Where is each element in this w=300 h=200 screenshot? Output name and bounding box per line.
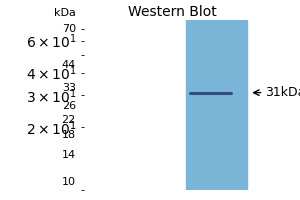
Text: 70: 70 (62, 24, 76, 34)
Bar (186, 20, 247, 190)
Text: 33: 33 (62, 83, 76, 93)
Text: Western Blot: Western Blot (128, 5, 217, 19)
Text: kDa: kDa (54, 8, 76, 18)
Text: 18: 18 (62, 130, 76, 140)
Text: 10: 10 (62, 177, 76, 187)
Text: 14: 14 (62, 150, 76, 160)
Text: 22: 22 (61, 115, 76, 125)
Text: 26: 26 (62, 101, 76, 111)
Text: 31kDa: 31kDa (266, 86, 300, 99)
Text: 44: 44 (61, 60, 76, 70)
